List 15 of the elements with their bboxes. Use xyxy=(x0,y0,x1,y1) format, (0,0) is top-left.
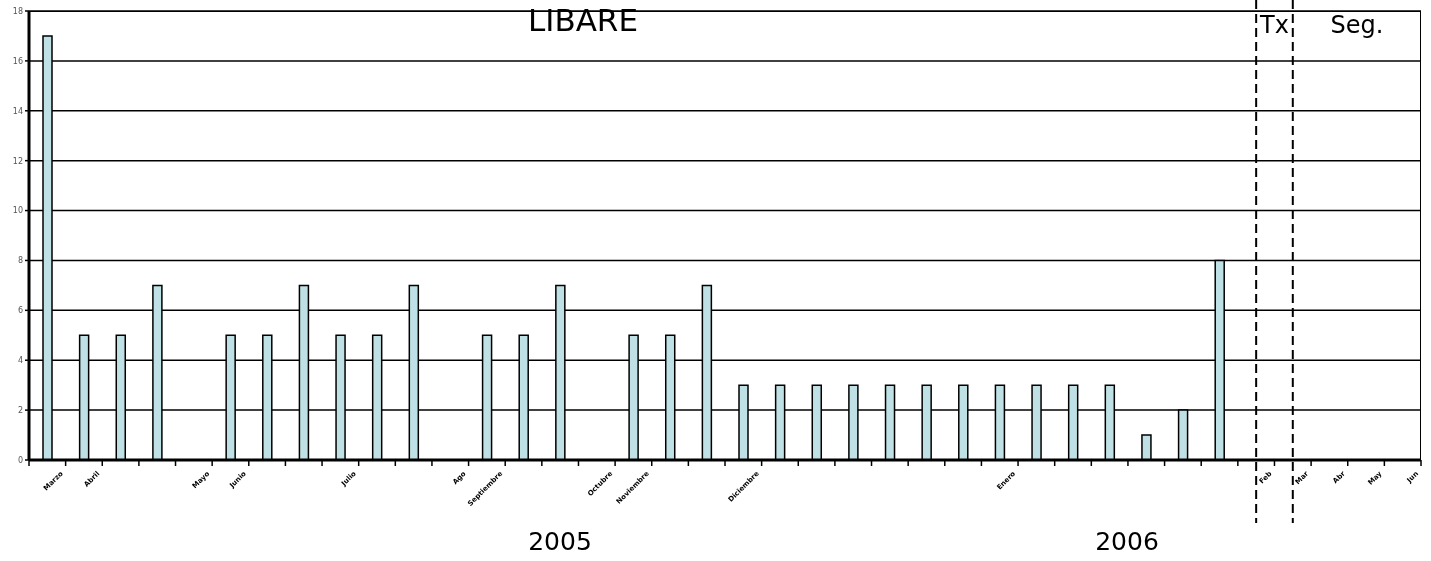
text: 2005 xyxy=(527,527,593,556)
y-tick-label: 12 xyxy=(12,156,23,166)
y-tick-label: 18 xyxy=(12,6,23,16)
y-tick-label: 6 xyxy=(17,306,23,316)
text: 2006 xyxy=(1094,527,1160,556)
y-tick-label: 14 xyxy=(12,106,23,116)
y-tick-label: 4 xyxy=(17,356,23,366)
y-tick-label: 2 xyxy=(17,405,23,415)
ref-line-label: Seg. xyxy=(1330,11,1384,39)
ref-line-label: Tx xyxy=(1259,11,1289,39)
y-tick-label: 10 xyxy=(12,206,23,216)
y-tick-label: 16 xyxy=(12,56,23,66)
y-tick-label: 8 xyxy=(17,256,23,266)
y-tick-label: 0 xyxy=(17,455,23,465)
chart-title: LIBARE xyxy=(527,2,639,38)
